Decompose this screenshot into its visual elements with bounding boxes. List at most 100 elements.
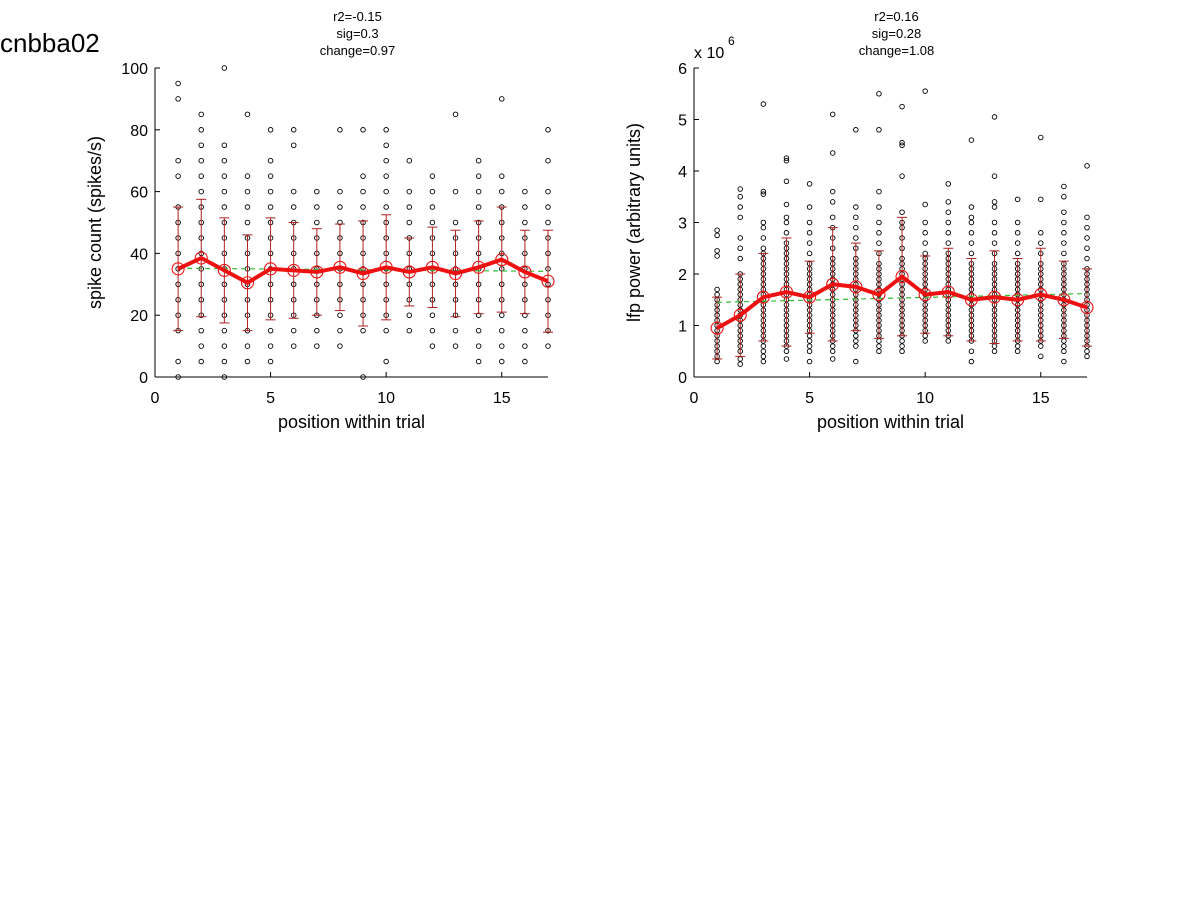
- data-point: [429, 343, 436, 349]
- data-point: [945, 181, 952, 187]
- fit-line: [178, 267, 549, 272]
- data-point: [737, 214, 743, 221]
- data-point: [314, 188, 320, 195]
- data-point: [429, 219, 436, 226]
- chart-subtitle-line: sig=0.28: [872, 26, 922, 41]
- data-point: [545, 219, 551, 226]
- mean-marker: [448, 266, 463, 281]
- data-point: [221, 358, 228, 365]
- data-point: [383, 327, 389, 334]
- data-point: [899, 139, 905, 146]
- data-point: [853, 235, 859, 241]
- x-tick-label: 0: [151, 390, 160, 407]
- data-point: [499, 312, 505, 318]
- data-point: [922, 88, 928, 94]
- data-point: [429, 173, 436, 179]
- mean-line: [716, 274, 1088, 330]
- data-point: [1061, 343, 1067, 349]
- y-tick-label: 3: [678, 216, 687, 233]
- data-point: [899, 103, 905, 110]
- data-point: [968, 250, 975, 257]
- data-point: [853, 333, 859, 339]
- data-point: [737, 245, 743, 251]
- data-point: [522, 188, 528, 195]
- mean-marker: [756, 290, 770, 304]
- data-point: [829, 343, 836, 349]
- data-point: [1061, 338, 1067, 344]
- data-point: [1061, 209, 1067, 215]
- data-point: [244, 204, 251, 210]
- data-point: [760, 348, 767, 355]
- data-point: [899, 343, 905, 349]
- data-point: [1038, 134, 1044, 141]
- mean-marker: [710, 321, 724, 335]
- mean-marker: [1011, 293, 1025, 307]
- mean-marker: [356, 266, 370, 281]
- mean-marker: [217, 263, 231, 277]
- data-point: [522, 219, 528, 226]
- data-point: [383, 358, 389, 365]
- mean-marker: [240, 276, 255, 290]
- data-point: [198, 327, 204, 334]
- data-point: [244, 111, 251, 118]
- data-point: [545, 188, 551, 195]
- data-point: [760, 219, 767, 226]
- data-point: [499, 96, 505, 102]
- data-point: [783, 230, 790, 236]
- data-point: [290, 188, 297, 195]
- data-point: [314, 219, 320, 226]
- mean-marker: [495, 253, 509, 267]
- data-point: [876, 204, 882, 210]
- data-point: [221, 204, 228, 210]
- data-point: [545, 127, 551, 133]
- mean-marker: [1057, 293, 1071, 307]
- data-point: [1061, 183, 1067, 190]
- mean-marker: [194, 251, 208, 265]
- mean-marker: [402, 265, 416, 279]
- data-point: [806, 338, 813, 344]
- data-point: [314, 204, 320, 210]
- data-point: [267, 327, 274, 334]
- data-point: [991, 199, 998, 205]
- data-point: [1084, 224, 1090, 231]
- data-point: [267, 204, 274, 210]
- y-multiplier-label: x 10: [694, 45, 724, 62]
- data-point: [783, 178, 790, 185]
- data-point: [383, 173, 389, 179]
- data-point: [545, 157, 551, 164]
- data-point: [876, 127, 882, 133]
- data-point: [945, 230, 952, 236]
- data-point: [945, 338, 952, 344]
- figure-title: cnbba02: [0, 28, 100, 58]
- data-point: [922, 333, 928, 339]
- data-point: [1014, 240, 1021, 246]
- data-point: [198, 111, 204, 118]
- data-point: [406, 219, 413, 226]
- data-point: [1014, 343, 1021, 349]
- data-point: [1084, 245, 1090, 251]
- y-tick-label: 1: [678, 319, 687, 336]
- data-point: [922, 338, 928, 344]
- data-point: [714, 232, 720, 239]
- data-point: [175, 173, 181, 179]
- data-point: [876, 348, 882, 355]
- x-tick-label: 5: [805, 390, 814, 407]
- data-point: [244, 343, 251, 349]
- data-point: [198, 142, 204, 148]
- data-point: [429, 312, 436, 318]
- data-point: [452, 327, 459, 334]
- data-point: [783, 219, 790, 226]
- chart-subtitle-line: r2=-0.15: [333, 9, 382, 24]
- data-point: [760, 358, 767, 365]
- data-point: [806, 219, 813, 226]
- data-point: [829, 214, 836, 221]
- data-point: [853, 224, 859, 231]
- data-point: [244, 358, 251, 365]
- data-point: [876, 219, 882, 226]
- data-point: [991, 343, 998, 349]
- data-point: [922, 201, 928, 208]
- data-point: [522, 327, 528, 334]
- data-point: [714, 291, 720, 298]
- data-point: [198, 157, 204, 164]
- data-point: [499, 358, 505, 365]
